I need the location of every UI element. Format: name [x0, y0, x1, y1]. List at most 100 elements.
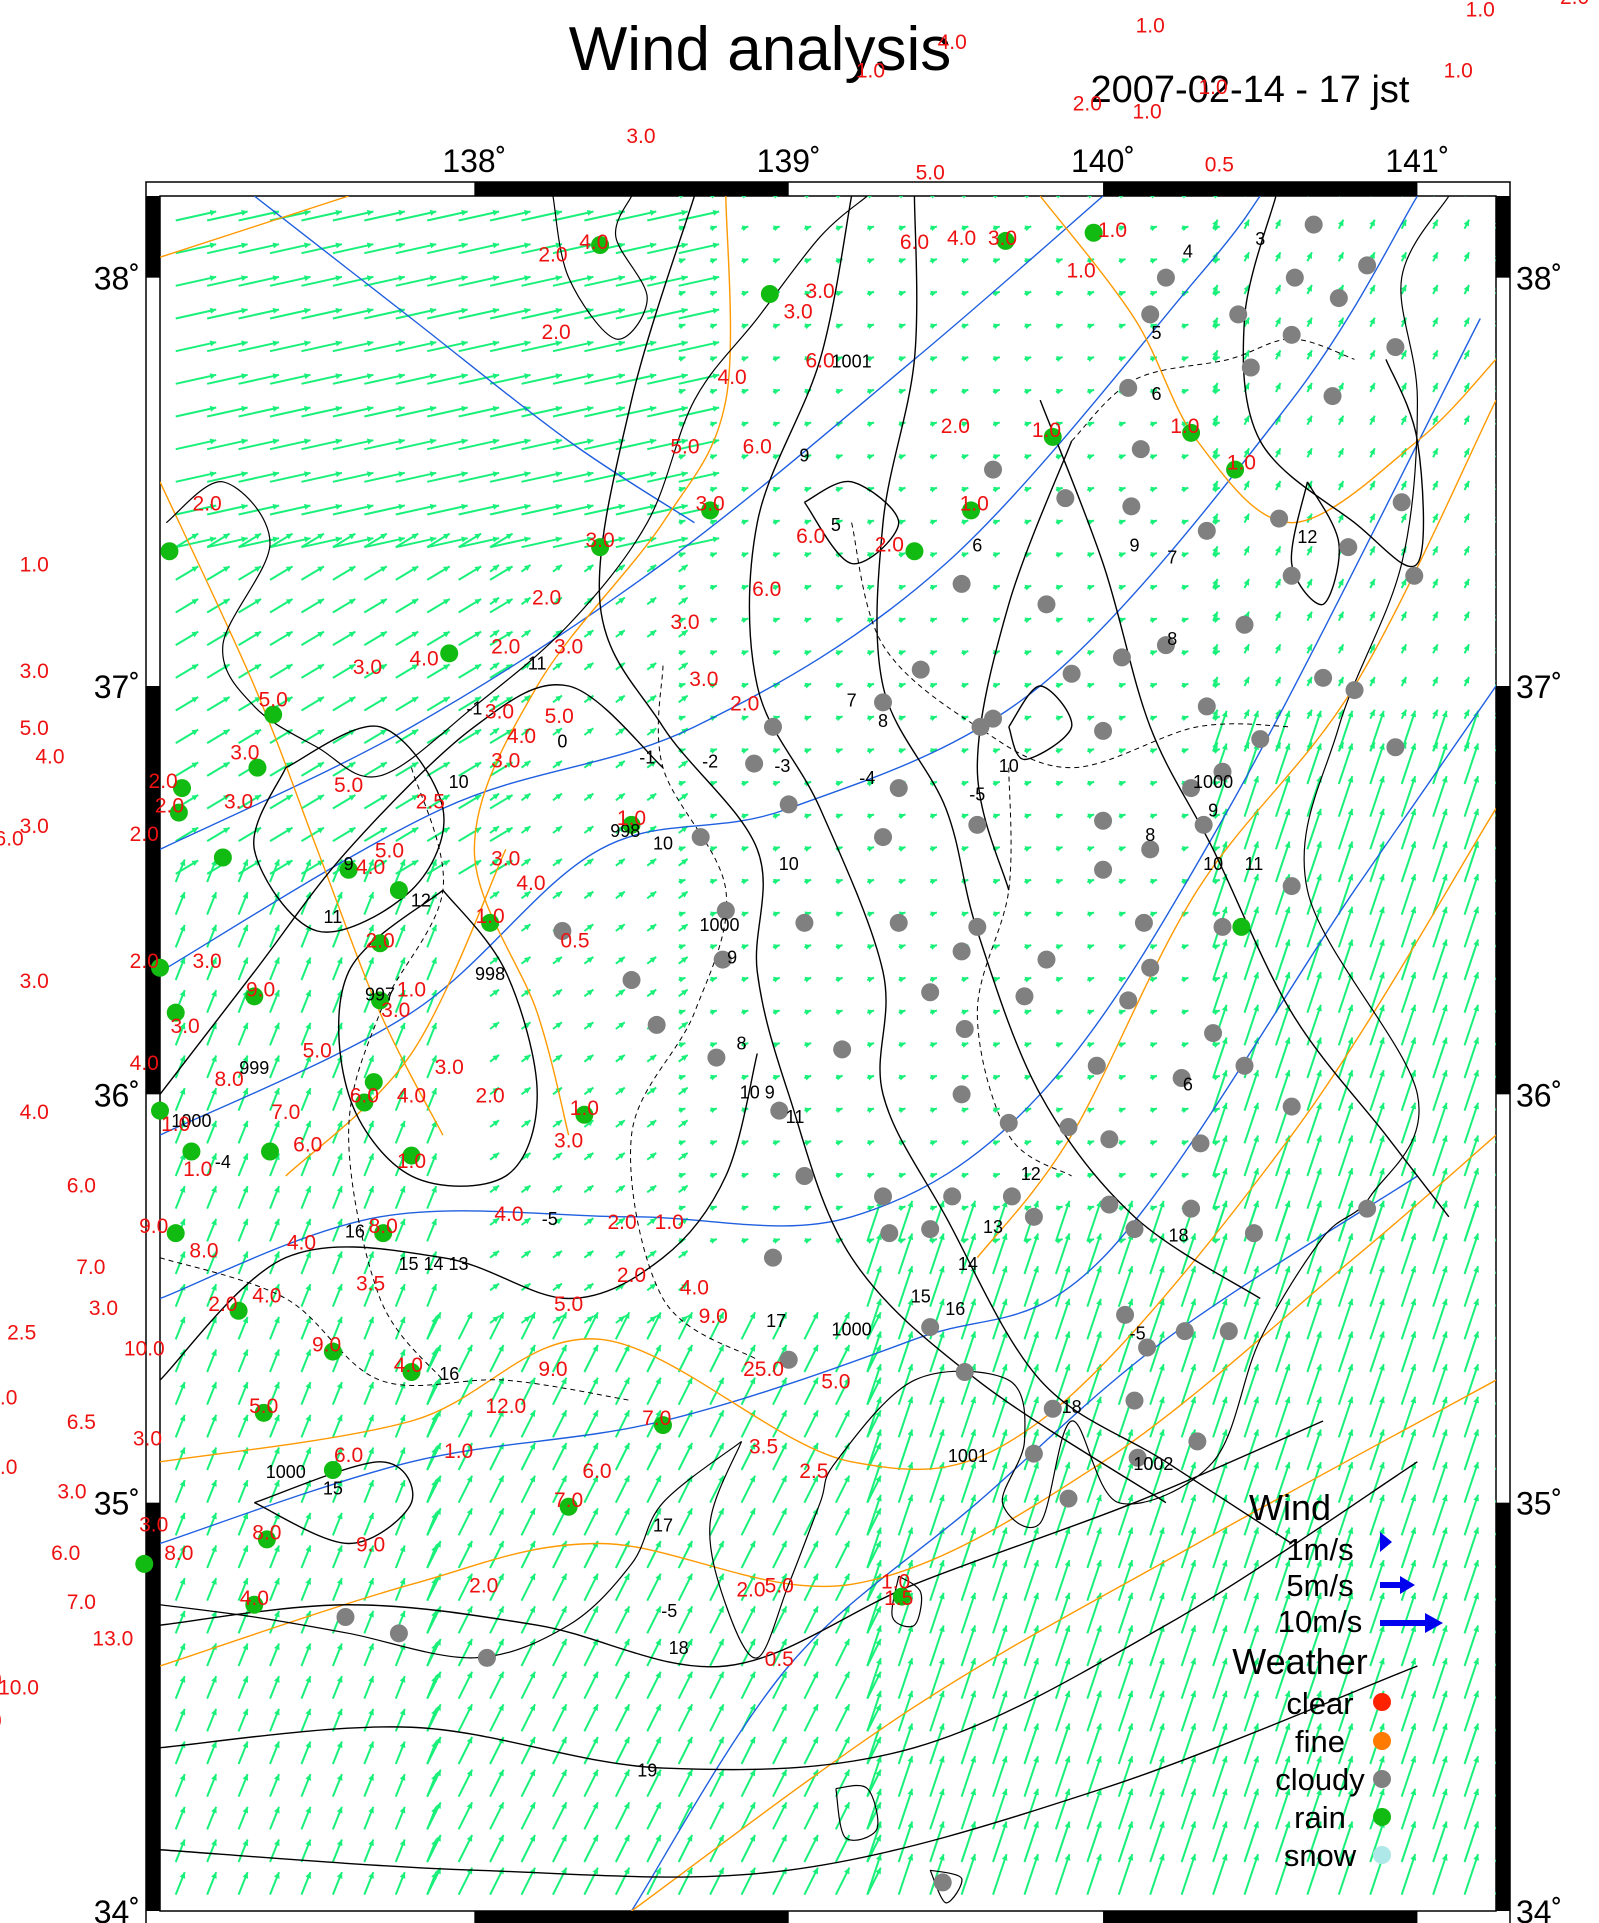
wind-vector-head — [317, 795, 324, 801]
wind-vector — [269, 471, 311, 483]
wind-vector-head — [523, 1250, 531, 1257]
wind-vector — [1117, 1821, 1134, 1863]
wind-vector — [1495, 1336, 1496, 1340]
wind-vector-head — [1253, 972, 1259, 979]
wind-vector-head — [930, 617, 937, 624]
wind-vector — [489, 210, 531, 222]
prefecture-border — [630, 665, 758, 1361]
wind-vector-head — [1337, 579, 1344, 586]
wind-vector-head — [749, 1377, 756, 1385]
weather-cloudy-dot — [647, 1015, 666, 1034]
wind-vector — [427, 179, 468, 188]
wind-vector-head — [586, 536, 594, 543]
wind-vector-head — [1284, 1560, 1291, 1567]
wind-vector — [584, 275, 626, 287]
wind-vector — [897, 1788, 914, 1830]
weather-cloudy-dot — [1392, 493, 1411, 512]
wind-vector — [364, 406, 406, 418]
wind-vector-head — [773, 1042, 780, 1048]
wind-vector-head — [1024, 976, 1032, 983]
wind-vector-head — [1190, 1723, 1197, 1731]
wind-vector-head — [1400, 677, 1407, 684]
wind-vector-head — [274, 1022, 280, 1030]
wind-vector-head — [586, 630, 594, 637]
wind-vector-head — [898, 1205, 906, 1212]
wind-vector — [1463, 1625, 1480, 1667]
wind-vector-head — [505, 729, 513, 736]
wind-vector-head — [555, 1218, 562, 1225]
wind-vector — [1432, 873, 1448, 915]
wind-vector-head — [898, 356, 906, 362]
wind-field-layer — [174, 179, 1496, 1896]
wind-vector-head — [1316, 1070, 1322, 1077]
wind-vector-head — [1316, 1494, 1322, 1502]
wind-vector-head — [930, 911, 937, 918]
wind-vector-head — [529, 1508, 536, 1516]
wind-vector-head — [1221, 906, 1228, 914]
wind-vector-head — [1253, 906, 1259, 914]
wind-vector — [1243, 971, 1259, 1013]
wind-vector-head — [1463, 579, 1470, 586]
wind-vector-head — [242, 1382, 249, 1389]
wind-vector-head — [1347, 1266, 1354, 1273]
wind-vector — [176, 179, 217, 188]
wind-vector-head — [179, 1512, 186, 1520]
wind-vector-head — [876, 1854, 882, 1861]
wind-vector-head — [681, 564, 688, 571]
wind-vector-head — [1379, 1723, 1385, 1731]
wind-vector-head — [1410, 1331, 1417, 1339]
wind-vector — [1432, 1004, 1448, 1046]
wind-vector-head — [1441, 1429, 1448, 1437]
wind-vector-head — [655, 1802, 661, 1810]
wind-vector-head — [586, 438, 594, 445]
wind-vector-head — [1213, 1107, 1220, 1114]
wind-vector-head — [1441, 939, 1448, 947]
wind-vector-head — [1463, 350, 1470, 358]
wind-vector — [489, 308, 531, 320]
wind-vector-head — [1379, 1462, 1385, 1469]
wind-vector-head — [1118, 1238, 1126, 1244]
wind-vector — [647, 210, 688, 222]
wind-vector-head — [1158, 1658, 1165, 1665]
wind-vector-head — [492, 1087, 500, 1094]
wind-vector-head — [1400, 579, 1407, 586]
wind-vector-head — [1441, 1168, 1448, 1175]
wind-vector-head — [1118, 1107, 1126, 1114]
wind-vector — [929, 1592, 945, 1634]
wind-vector — [866, 1298, 882, 1340]
wind-vector-head — [211, 1806, 217, 1814]
wind-vector-head — [773, 552, 780, 558]
wind-vector — [1337, 1004, 1354, 1046]
wind-vector-head — [993, 1172, 1000, 1179]
wind-vector-head — [938, 1821, 945, 1829]
wind-vector — [1243, 1527, 1259, 1569]
wind-vector-head — [1441, 841, 1448, 849]
wind-vector-head — [835, 813, 843, 820]
wind-vector-head — [710, 748, 717, 754]
wind-vector — [521, 243, 563, 255]
wind-vector-head — [961, 486, 969, 493]
wind-vector-head — [443, 599, 450, 605]
wind-vector-head — [561, 1475, 567, 1483]
wind-vector — [1212, 1494, 1228, 1536]
wind-vector-head — [492, 307, 500, 314]
wind-vector — [1149, 1625, 1165, 1667]
contour-line — [160, 1461, 1418, 1771]
wind-vector-head — [649, 858, 657, 865]
wind-vector-head — [681, 989, 688, 996]
wind-vector-head — [348, 827, 356, 834]
wind-vector-head — [1337, 513, 1344, 521]
wind-vector-head — [1441, 1821, 1448, 1829]
wind-vector — [1054, 1429, 1071, 1471]
wind-vector-head — [1347, 1168, 1354, 1175]
weather-cloudy-dot — [1100, 1130, 1119, 1149]
wind-vector — [1275, 1069, 1291, 1111]
wind-vector — [1463, 971, 1480, 1013]
wind-vector-head — [1056, 650, 1063, 656]
wind-vector-head — [686, 1639, 693, 1646]
wind-vector — [678, 341, 720, 353]
wind-vector-head — [1495, 353, 1496, 355]
wind-vector-head — [876, 1429, 882, 1437]
wind-vector — [1212, 1755, 1228, 1797]
wind-vector-head — [1275, 742, 1281, 750]
